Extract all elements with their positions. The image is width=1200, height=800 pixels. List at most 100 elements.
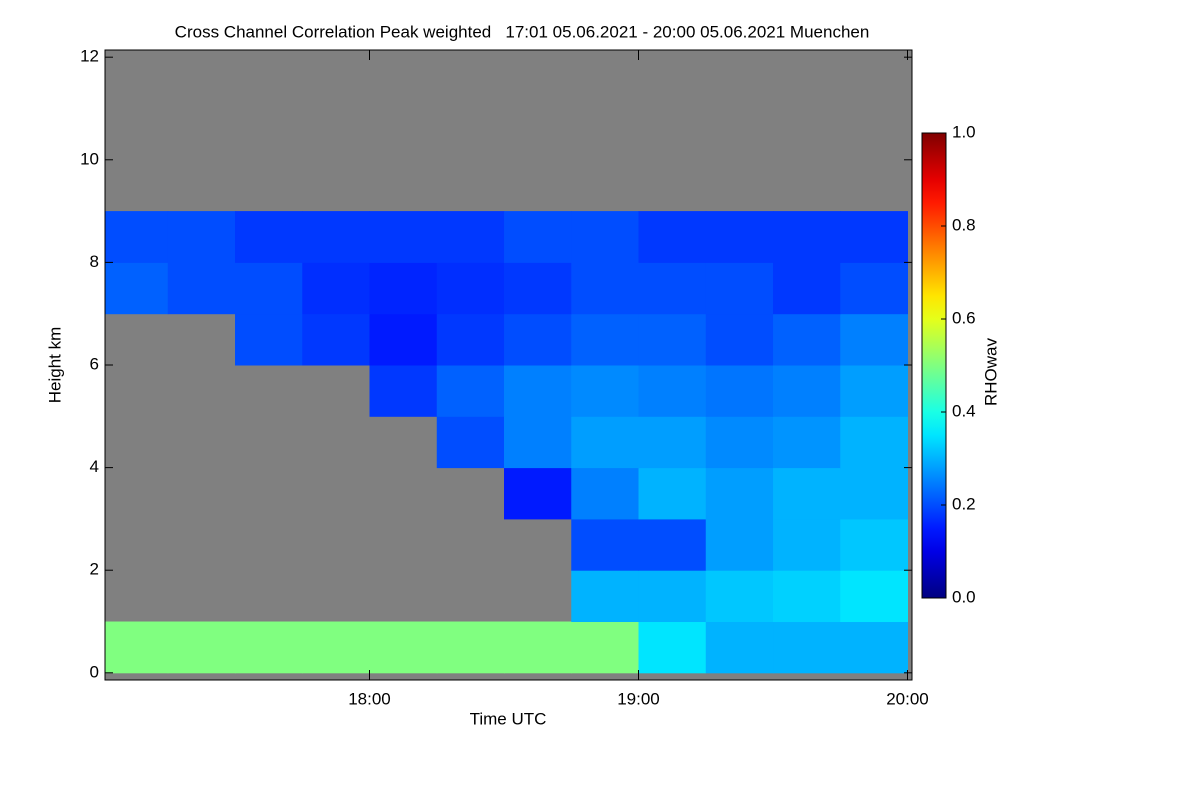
heatmap-cell [840, 262, 909, 315]
heatmap-cell [638, 621, 707, 674]
heatmap-cell [571, 365, 640, 417]
heatmap-cell [638, 211, 707, 263]
heatmap-cell [436, 313, 505, 366]
heatmap-cell [571, 518, 640, 571]
heatmap-cell [773, 262, 841, 315]
heatmap-cell [436, 621, 505, 674]
y-tick-label: 2 [90, 560, 99, 579]
heatmap-cell [504, 621, 572, 674]
heatmap-cell [705, 518, 774, 571]
heatmap-cell [235, 211, 303, 263]
heatmap-cell [369, 313, 438, 366]
y-axis-label: Height km [45, 327, 64, 404]
heatmap-cell [504, 313, 572, 366]
heatmap-cell [638, 570, 707, 623]
heatmap-cell [571, 313, 640, 366]
heatmap-cell [167, 211, 236, 263]
heatmap-cell [773, 467, 841, 520]
heatmap-cell [705, 416, 774, 469]
heatmap-cell [571, 416, 640, 469]
heatmap-cell [638, 467, 707, 520]
heatmap-cell [840, 467, 909, 520]
heatmap-cell [705, 262, 774, 315]
heatmap-cell [369, 365, 438, 417]
heatmap-cell [705, 313, 774, 366]
heatmap-cell [571, 262, 640, 315]
chart-title: Cross Channel Correlation Peak weighted … [175, 22, 870, 41]
heatmap-cell [773, 416, 841, 469]
colorbar-tick-label: 0.8 [952, 215, 976, 234]
y-tick-label: 12 [80, 47, 99, 66]
colorbar-tick-label: 1.0 [952, 122, 976, 141]
heatmap-cell [773, 570, 841, 623]
heatmap-cell [504, 416, 572, 469]
heatmap-cell [840, 313, 909, 366]
heatmap-cell [105, 621, 169, 674]
heatmap-cell [504, 365, 572, 417]
heatmap-cell [840, 518, 909, 571]
heatmap-cell [235, 621, 303, 674]
heatmap-cell [705, 570, 774, 623]
heatmap-cell [436, 416, 505, 469]
heatmap-cell [504, 262, 572, 315]
heatmap-cell [369, 621, 438, 674]
x-tick-label: 18:00 [348, 689, 391, 708]
heatmap-cell [840, 570, 909, 623]
heatmap-cell [369, 262, 438, 315]
heatmap-cell [705, 621, 774, 674]
heatmap-cell [840, 416, 909, 469]
heatmap-cell [705, 211, 774, 263]
heatmap-cell [302, 262, 371, 315]
heatmap-cell [571, 211, 640, 263]
heatmap-cell [302, 211, 371, 263]
heatmap-cell [638, 416, 707, 469]
heatmap-cell [638, 365, 707, 417]
colorbar-label: RHOwav [981, 337, 1000, 406]
y-tick-label: 0 [90, 662, 99, 681]
heatmap-cell [773, 313, 841, 366]
heatmap-cell [235, 313, 303, 366]
heatmap-cell [167, 621, 236, 674]
heatmap-cell [840, 211, 909, 263]
heatmap-cell [571, 570, 640, 623]
heatmap-cell [369, 211, 438, 263]
x-tick-label: 19:00 [617, 689, 660, 708]
colorbar-tick-label: 0.6 [952, 308, 976, 327]
heatmap-cell [436, 211, 505, 263]
y-tick-label: 6 [90, 354, 99, 373]
colorbar [921, 132, 947, 599]
heatmap-cell [105, 262, 169, 315]
y-tick-label: 8 [90, 252, 99, 271]
heatmap-cell [773, 621, 841, 674]
colorbar-tick-label: 0.2 [952, 494, 976, 513]
x-tick-label: 20:00 [886, 689, 929, 708]
heatmap-cell [773, 518, 841, 571]
heatmap-cell [167, 262, 236, 315]
heatmap-cell [638, 518, 707, 571]
plot-area [105, 50, 912, 680]
heatmap-cell [705, 467, 774, 520]
heatmap-cell [773, 365, 841, 417]
heatmap-cell [638, 262, 707, 315]
heatmap-cell [571, 621, 640, 674]
heatmap-cell [302, 313, 371, 366]
y-tick-label: 10 [80, 149, 99, 168]
heatmap-cell [436, 262, 505, 315]
heatmap-cell [504, 467, 572, 520]
heatmap-cell [436, 365, 505, 417]
heatmap-cell [105, 211, 169, 263]
x-axis-label: Time UTC [470, 709, 547, 728]
y-tick-label: 4 [90, 457, 99, 476]
heatmap-cell [705, 365, 774, 417]
heatmap-cell [840, 621, 909, 674]
heatmap-cell [773, 211, 841, 263]
heatmap-cell [638, 313, 707, 366]
heatmap-cell [840, 365, 909, 417]
colorbar-tick-label: 0.4 [952, 401, 976, 420]
heatmap-cell [504, 211, 572, 263]
heatmap-cell [235, 262, 303, 315]
colorbar-tick-label: 0.0 [952, 587, 976, 606]
heatmap-cell [302, 621, 371, 674]
heatmap-cell [571, 467, 640, 520]
